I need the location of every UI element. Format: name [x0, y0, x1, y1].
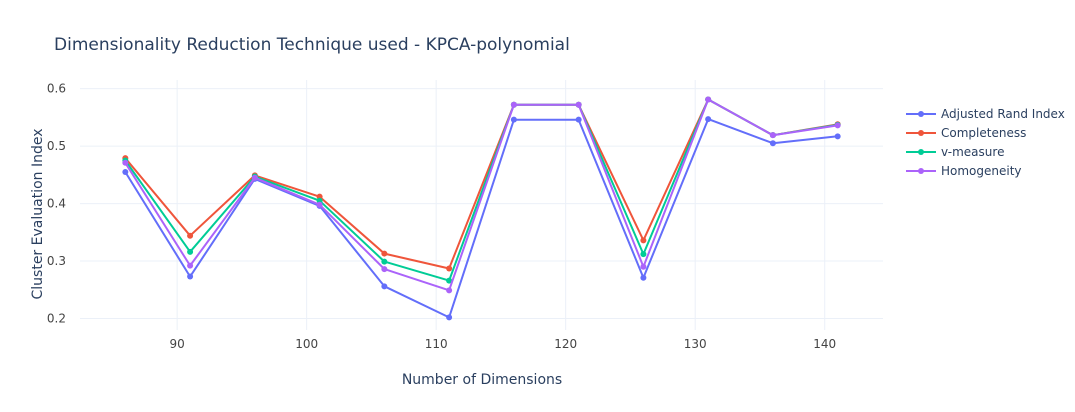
data-point	[122, 159, 129, 166]
legend-item[interactable]: v-measure	[906, 145, 1004, 159]
data-point	[446, 265, 453, 272]
legend-label: Completeness	[941, 126, 1026, 140]
x-tick-label: 120	[554, 337, 577, 351]
data-point	[187, 232, 194, 239]
y-tick-label: 0.2	[47, 312, 66, 326]
legend-label: Adjusted Rand Index	[941, 107, 1065, 121]
x-tick-label: 140	[813, 337, 836, 351]
data-point	[640, 251, 647, 258]
series-line	[124, 98, 838, 292]
data-point	[834, 122, 841, 129]
x-tick-label: 110	[425, 337, 448, 351]
legend-item[interactable]: Completeness	[906, 126, 1026, 140]
y-axis-title: Cluster Evaluation Index	[30, 128, 46, 299]
x-tick-label: 90	[169, 337, 184, 351]
x-axis-ticks: 90 100 110 120 130 140	[169, 337, 836, 351]
series-homogeneity	[122, 96, 841, 294]
legend-item[interactable]: Homogeneity	[906, 164, 1022, 178]
series-adjusted-rand-index	[122, 116, 841, 321]
data-point	[640, 263, 647, 270]
data-point	[381, 283, 388, 290]
data-point	[381, 266, 388, 273]
data-point	[316, 201, 323, 208]
data-point	[510, 101, 517, 108]
data-point	[381, 258, 388, 265]
series-v-measure	[122, 96, 841, 284]
data-point	[187, 248, 194, 255]
y-tick-label: 0.4	[47, 197, 66, 211]
data-point	[510, 116, 517, 123]
data-point	[446, 314, 453, 321]
x-axis-title: Number of Dimensions	[402, 372, 562, 388]
data-point	[834, 133, 841, 140]
y-tick-label: 0.3	[47, 254, 66, 268]
data-point	[446, 287, 453, 294]
legend[interactable]: Adjusted Rand Index Completeness v-measure…	[906, 107, 1065, 178]
data-point	[769, 132, 776, 139]
data-point	[381, 250, 388, 257]
series-line	[124, 118, 838, 319]
series-line	[124, 98, 838, 270]
legend-swatch-marker	[918, 111, 924, 117]
y-axis-ticks: 0.2 0.3 0.4 0.5 0.6	[47, 82, 66, 326]
x-tick-label: 130	[684, 337, 707, 351]
legend-label: Homogeneity	[941, 164, 1022, 178]
legend-swatch-marker	[918, 168, 924, 174]
data-point	[640, 237, 647, 244]
legend-swatch-marker	[918, 149, 924, 155]
legend-item[interactable]: Adjusted Rand Index	[906, 107, 1065, 121]
data-point	[446, 277, 453, 284]
data-point	[575, 101, 582, 108]
y-tick-label: 0.6	[47, 82, 66, 96]
data-point	[640, 274, 647, 281]
data-point	[575, 116, 582, 123]
data-point	[769, 140, 776, 147]
data-point	[122, 168, 129, 175]
legend-swatch-marker	[918, 130, 924, 136]
data-point	[705, 116, 712, 123]
y-tick-label: 0.5	[47, 139, 66, 153]
chart-title: Dimensionality Reduction Technique used …	[54, 35, 570, 55]
x-tick-label: 100	[295, 337, 318, 351]
data-point	[705, 96, 712, 103]
data-point	[251, 174, 258, 181]
data-point	[187, 262, 194, 269]
legend-label: v-measure	[941, 145, 1004, 159]
series-group	[122, 96, 841, 321]
series-completeness	[122, 96, 841, 272]
grid	[80, 80, 883, 330]
data-point	[187, 273, 194, 280]
